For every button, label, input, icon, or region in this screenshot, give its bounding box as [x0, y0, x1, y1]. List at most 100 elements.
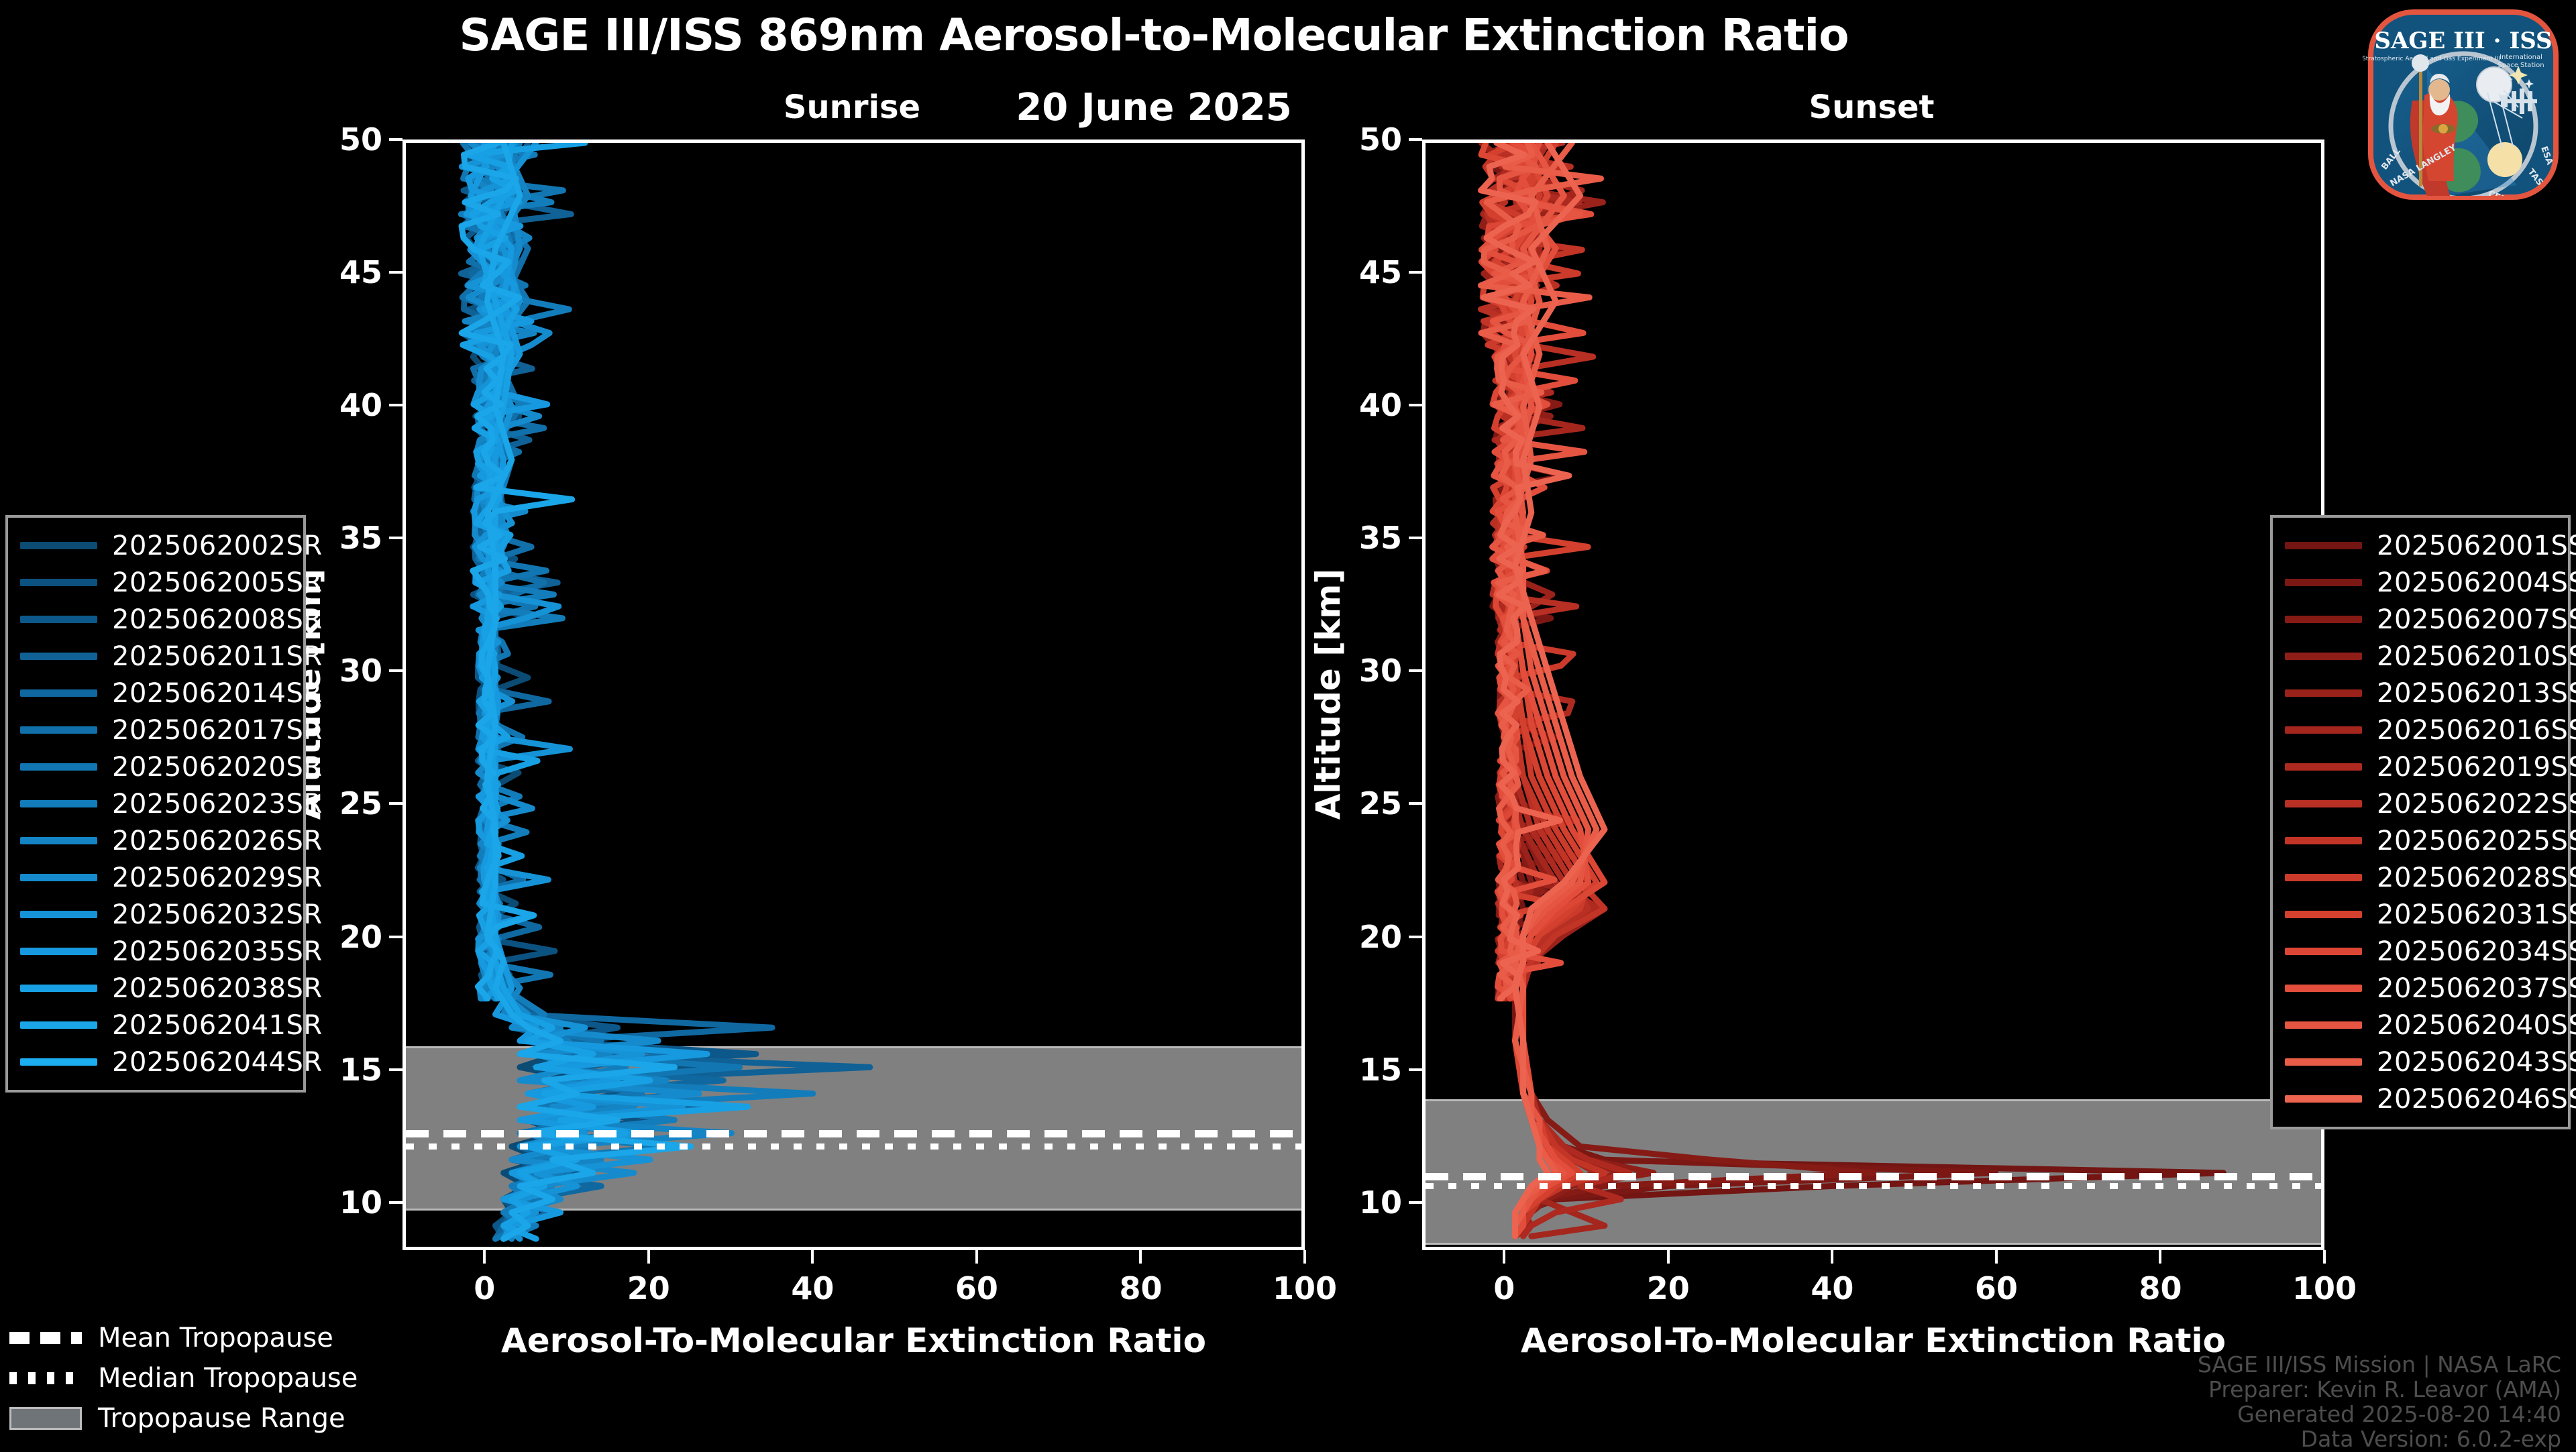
legend-item[interactable]: 2025062034SS — [2285, 933, 2576, 970]
legend-item[interactable]: 2025062032SR — [20, 896, 322, 933]
tropopause-band-edge — [1426, 1243, 2321, 1245]
legend-color-swatch — [20, 763, 97, 771]
tropopause-legend-key-dashed-line — [9, 1332, 82, 1344]
legend-item-label: 2025062010SS — [2377, 640, 2576, 672]
legend-item[interactable]: 2025062002SR — [20, 527, 322, 564]
legend-item[interactable]: 2025062022SS — [2285, 785, 2576, 822]
legend-item[interactable]: 2025062029SR — [20, 859, 322, 896]
x-axis-label-sunset: Aerosol-To-Molecular Extinction Ratio — [1521, 1321, 2226, 1360]
legend-item-label: 2025062014SR — [112, 677, 323, 709]
series-line-noise — [458, 143, 576, 1002]
legend-color-swatch — [2285, 837, 2362, 844]
median-tropopause-line — [1426, 1183, 2321, 1190]
panel-title-sunset: Sunset — [1809, 89, 1935, 126]
legend-item[interactable]: 2025062025SS — [2285, 822, 2576, 859]
legend-color-swatch — [2285, 726, 2362, 734]
logo-subtitle-right-1: International — [2500, 54, 2542, 61]
x-tick-label: 100 — [1272, 1270, 1338, 1306]
legend-item[interactable]: 2025062020SR — [20, 748, 322, 785]
legend-color-swatch — [20, 616, 97, 623]
legend-sunset[interactable]: 2025062001SS 2025062004SS 2025062007SS 2025… — [2270, 515, 2576, 1129]
legend-item[interactable]: 2025062004SS — [2285, 564, 2576, 601]
y-tick-label: 30 — [339, 653, 382, 689]
legend-item[interactable]: 2025062026SR — [20, 822, 322, 859]
tropopause-band-edge — [406, 1046, 1301, 1048]
legend-item[interactable]: 2025062037SS — [2285, 970, 2576, 1007]
profile-curves — [1477, 143, 2226, 1239]
footer-credits: SAGE III/ISS Mission | NASA LaRC Prepare… — [2198, 1352, 2561, 1451]
legend-item-label: 2025062028SS — [2377, 862, 2576, 893]
legend-item[interactable]: 2025062035SR — [20, 933, 322, 970]
legend-item-label: 2025062035SR — [112, 936, 323, 967]
y-tick-label: 40 — [1358, 387, 1402, 424]
y-tick-label: 10 — [339, 1184, 382, 1221]
y-tick-mark — [1409, 669, 1422, 673]
median-tropopause-line — [406, 1143, 1301, 1150]
legend-item[interactable]: 2025062019SS — [2285, 748, 2576, 785]
y-tick-mark — [389, 935, 402, 938]
legend-item[interactable]: 2025062016SS — [2285, 712, 2576, 748]
legend-item[interactable]: 2025062008SR — [20, 601, 322, 638]
legend-item[interactable]: 2025062043SS — [2285, 1044, 2576, 1080]
y-tick-label: 35 — [339, 520, 382, 557]
legend-item[interactable]: 2025062023SR — [20, 785, 322, 822]
mean-tropopause-line — [406, 1129, 1301, 1137]
legend-item-label: 2025062008SR — [112, 604, 323, 635]
legend-item[interactable]: 2025062010SS — [2285, 638, 2576, 675]
legend-tropopause: Mean Tropopause Median Tropopause Tropopau… — [9, 1318, 358, 1439]
legend-item-label: 2025062029SR — [112, 862, 323, 893]
x-tick-label: 80 — [1119, 1270, 1163, 1306]
legend-item-label: 2025062032SR — [112, 899, 323, 930]
legend-item[interactable]: 2025062041SR — [20, 1007, 322, 1044]
legend-item[interactable]: 2025062007SS — [2285, 601, 2576, 638]
y-tick-label: 20 — [1358, 918, 1402, 955]
legend-item[interactable]: 2025062040SS — [2285, 1007, 2576, 1044]
y-tick-label: 40 — [339, 387, 382, 424]
legend-item[interactable]: 2025062038SR — [20, 970, 322, 1007]
series-line — [1503, 143, 2226, 1239]
logo-title: SAGE III · ISS — [2374, 27, 2552, 54]
y-axis-label-sunset: Altitude [km] — [1309, 568, 1348, 820]
legend-item[interactable]: 2025062005SR — [20, 564, 322, 601]
legend-color-swatch — [2285, 1021, 2362, 1029]
tropopause-legend-key-dotted-line — [9, 1372, 82, 1384]
legend-color-swatch — [2285, 616, 2362, 623]
footer-line-version: Data Version: 6.0.2-exp — [2300, 1426, 2561, 1452]
logo-subtitle-left: Stratospheric Aerosol and Gas Experiment… — [2363, 55, 2500, 62]
legend-item[interactable]: 2025062028SS — [2285, 859, 2576, 896]
series-line — [1503, 143, 1876, 1239]
footer-line-mission: SAGE III/ISS Mission | NASA LaRC — [2197, 1351, 2561, 1378]
legend-item[interactable]: 2025062013SS — [2285, 675, 2576, 712]
y-tick-mark — [1409, 138, 1422, 141]
legend-item[interactable]: 2025062014SR — [20, 675, 322, 712]
legend-color-swatch — [20, 800, 97, 807]
tropopause-legend-item: Median Tropopause — [9, 1358, 358, 1398]
x-tick-mark — [1666, 1250, 1670, 1264]
legend-color-swatch — [20, 837, 97, 844]
legend-color-swatch — [2285, 542, 2362, 549]
x-tick-mark — [1139, 1250, 1142, 1264]
legend-item[interactable]: 2025062011SR — [20, 638, 322, 675]
legend-item[interactable]: 2025062017SR — [20, 712, 322, 748]
plot-area-sunset — [1422, 139, 2324, 1250]
legend-item[interactable]: 2025062046SS — [2285, 1080, 2576, 1117]
profile-curves — [458, 143, 873, 1242]
legend-item-label: 2025062004SS — [2377, 567, 2576, 598]
legend-sunrise[interactable]: 2025062002SR 2025062005SR 2025062008SR 2025… — [5, 515, 322, 1093]
y-tick-label: 45 — [339, 254, 382, 291]
y-tick-mark — [389, 138, 402, 141]
y-tick-label: 25 — [339, 785, 382, 822]
legend-item-label: 2025062019SS — [2377, 751, 2576, 783]
legend-item[interactable]: 2025062044SR — [20, 1044, 322, 1080]
legend-item[interactable]: 2025062001SS — [2285, 527, 2576, 564]
legend-color-swatch — [2285, 579, 2362, 586]
sage-iii-iss-mission-patch-logo: BALL NASA LANGLEY CENTER TAS-I ESA SAGE … — [2362, 4, 2564, 205]
y-tick-mark — [1409, 1200, 1422, 1204]
legend-item-label: 2025062002SR — [112, 530, 323, 561]
legend-item[interactable]: 2025062031SS — [2285, 896, 2576, 933]
legend-color-swatch — [20, 542, 97, 549]
legend-item-label: 2025062005SR — [112, 567, 323, 598]
series-line-noise — [1477, 143, 1605, 1002]
mean-tropopause-line — [1426, 1173, 2321, 1181]
y-tick-label: 15 — [339, 1051, 382, 1088]
